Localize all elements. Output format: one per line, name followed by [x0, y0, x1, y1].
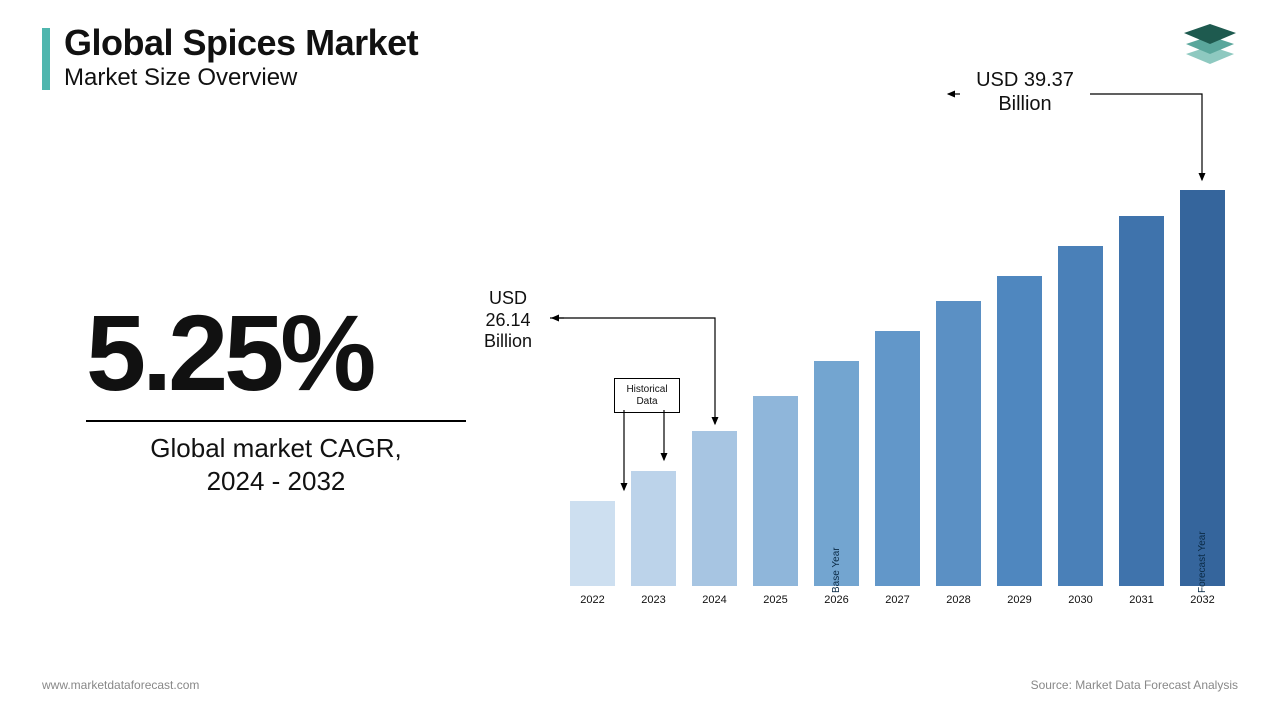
bar-inline-label: Base Year	[831, 548, 842, 593]
bar-slot: 2031	[1119, 190, 1164, 586]
bar-inline-label: Forecast Year	[1197, 548, 1208, 593]
bar	[1058, 246, 1103, 586]
bar	[753, 396, 798, 586]
x-axis-label: 2023	[623, 594, 684, 606]
bar-slot: 2029	[997, 190, 1042, 586]
bar-slot: 2028	[936, 190, 981, 586]
bar	[692, 431, 737, 586]
footer-url: www.marketdataforecast.com	[42, 678, 199, 692]
page-root: Global Spices Market Market Size Overvie…	[0, 0, 1280, 720]
bar	[997, 276, 1042, 586]
x-axis-label: 2027	[867, 594, 928, 606]
bar	[1119, 216, 1164, 586]
x-axis-label: 2024	[684, 594, 745, 606]
bar-slot: 2027	[875, 190, 920, 586]
bars-container: 2022 2023 2024 2025 Base Year2026 2027 2028 202…	[570, 190, 1260, 586]
x-axis-label: 2029	[989, 594, 1050, 606]
x-axis-label: 2030	[1050, 594, 1111, 606]
bar-slot: Base Year2026	[814, 190, 859, 586]
x-axis-label: 2028	[928, 594, 989, 606]
bar	[936, 301, 981, 586]
bar	[631, 471, 676, 586]
x-axis-label: 2031	[1111, 594, 1172, 606]
bar-slot: 2025	[753, 190, 798, 586]
bar-slot: Forecast Year2032	[1180, 190, 1225, 586]
x-axis-label: 2026	[806, 594, 867, 606]
bar	[875, 331, 920, 586]
bar-slot: 2030	[1058, 190, 1103, 586]
bar-slot: 2024	[692, 190, 737, 586]
bar-slot: 2022	[570, 190, 615, 586]
bar	[1180, 190, 1225, 586]
x-axis-label: 2025	[745, 594, 806, 606]
bar-chart: 2022202320242025Base Year202620272028202…	[570, 190, 1260, 620]
footer-source: Source: Market Data Forecast Analysis	[1031, 678, 1238, 692]
x-axis-label: 2022	[562, 594, 623, 606]
bar-slot: 2023	[631, 190, 676, 586]
bar	[570, 501, 615, 586]
x-axis-label: 2032	[1172, 594, 1233, 606]
